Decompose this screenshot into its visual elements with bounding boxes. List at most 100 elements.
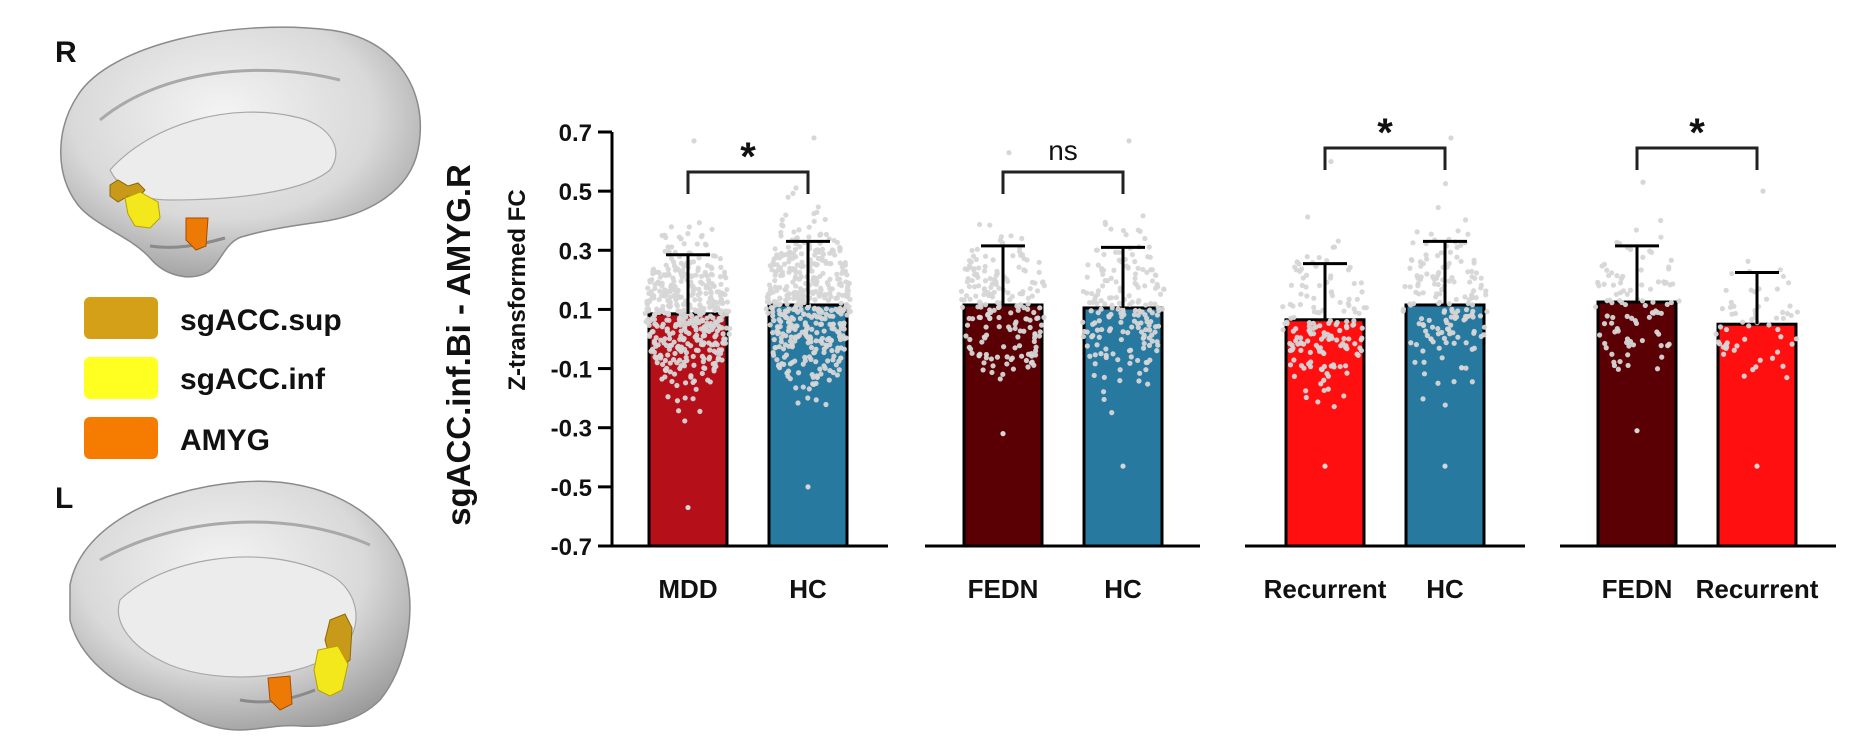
data-point xyxy=(772,284,778,290)
legend-swatch-sgacc-inf xyxy=(84,357,158,399)
data-point xyxy=(1658,234,1664,240)
data-point xyxy=(980,367,986,373)
data-point xyxy=(1655,279,1662,285)
data-point xyxy=(771,336,777,343)
data-point xyxy=(1728,299,1734,305)
data-point xyxy=(1658,217,1664,224)
data-point xyxy=(969,247,975,254)
data-point xyxy=(666,346,672,352)
bar xyxy=(647,312,729,548)
data-point xyxy=(1127,360,1133,366)
data-point xyxy=(1117,285,1123,291)
data-point xyxy=(682,395,688,401)
data-point xyxy=(987,291,994,297)
data-point xyxy=(785,328,792,334)
data-point xyxy=(806,224,812,230)
data-point xyxy=(1038,322,1045,328)
data-point xyxy=(1471,345,1477,351)
data-point xyxy=(1787,303,1793,309)
data-point xyxy=(1137,370,1143,376)
data-point xyxy=(1120,329,1126,335)
data-point xyxy=(1032,331,1038,337)
data-point xyxy=(1734,343,1740,349)
data-point xyxy=(1740,319,1746,325)
data-point xyxy=(1638,267,1644,273)
data-point xyxy=(765,291,771,297)
data-point xyxy=(1420,290,1426,296)
data-point xyxy=(1034,288,1041,294)
data-point xyxy=(783,352,790,358)
data-point xyxy=(786,295,792,301)
data-point xyxy=(669,378,675,385)
data-point xyxy=(697,312,703,318)
data-points xyxy=(958,150,1047,437)
data-point xyxy=(1140,266,1146,273)
data-point xyxy=(797,269,803,276)
data-point xyxy=(701,365,707,371)
data-point xyxy=(963,293,970,299)
data-point xyxy=(1477,313,1484,319)
data-point xyxy=(774,262,780,268)
data-point xyxy=(1609,351,1615,357)
data-point xyxy=(843,335,849,341)
x-tick-label: Recurrent xyxy=(1264,574,1387,604)
data-point xyxy=(1435,326,1441,332)
data-point xyxy=(1627,246,1634,253)
data-point xyxy=(716,316,723,322)
data-point xyxy=(711,368,717,374)
data-point xyxy=(805,395,811,401)
data-point xyxy=(962,266,968,272)
data-point xyxy=(1291,357,1297,363)
data-point xyxy=(1653,308,1659,314)
data-point xyxy=(1006,324,1012,330)
data-point xyxy=(1473,295,1479,301)
data-point xyxy=(1471,330,1477,336)
data-point xyxy=(778,229,784,235)
data-point xyxy=(676,308,682,314)
data-point xyxy=(830,369,836,376)
data-point xyxy=(690,283,696,289)
data-point xyxy=(1454,254,1460,260)
data-point xyxy=(967,346,974,352)
data-points xyxy=(642,138,733,511)
data-point xyxy=(1423,252,1429,258)
data-point xyxy=(1592,304,1599,310)
data-point xyxy=(791,229,797,235)
data-point xyxy=(1656,331,1662,337)
data-point xyxy=(818,371,824,377)
data-point xyxy=(644,298,650,305)
data-point xyxy=(694,317,700,323)
data-point xyxy=(1452,315,1458,321)
data-point xyxy=(646,322,652,328)
data-point xyxy=(1451,378,1457,385)
data-point xyxy=(1763,296,1770,302)
data-point xyxy=(1126,293,1132,299)
data-point xyxy=(1766,322,1772,328)
data-point xyxy=(721,273,728,279)
data-point xyxy=(1139,309,1145,315)
data-point xyxy=(692,297,698,303)
data-point xyxy=(836,291,842,297)
data-point xyxy=(1123,232,1129,238)
data-point xyxy=(701,332,708,339)
data-point xyxy=(829,347,835,354)
data-point xyxy=(766,282,773,288)
legend-swatch-sgacc-sup xyxy=(84,297,158,339)
data-point xyxy=(1415,281,1421,287)
data-point xyxy=(662,374,668,380)
data-point xyxy=(978,304,984,310)
data-point xyxy=(1324,370,1330,377)
data-point xyxy=(1135,312,1141,318)
data-point xyxy=(672,350,678,357)
data-point xyxy=(1328,158,1334,165)
data-point xyxy=(831,237,837,244)
data-point xyxy=(1346,296,1352,302)
x-tick-label: HC xyxy=(789,574,827,604)
data-point xyxy=(971,267,977,273)
data-point xyxy=(772,278,778,284)
data-point xyxy=(834,372,840,378)
data-point xyxy=(1775,326,1781,333)
data-point xyxy=(1717,324,1724,330)
data-point xyxy=(1100,271,1106,277)
data-point xyxy=(830,248,836,254)
